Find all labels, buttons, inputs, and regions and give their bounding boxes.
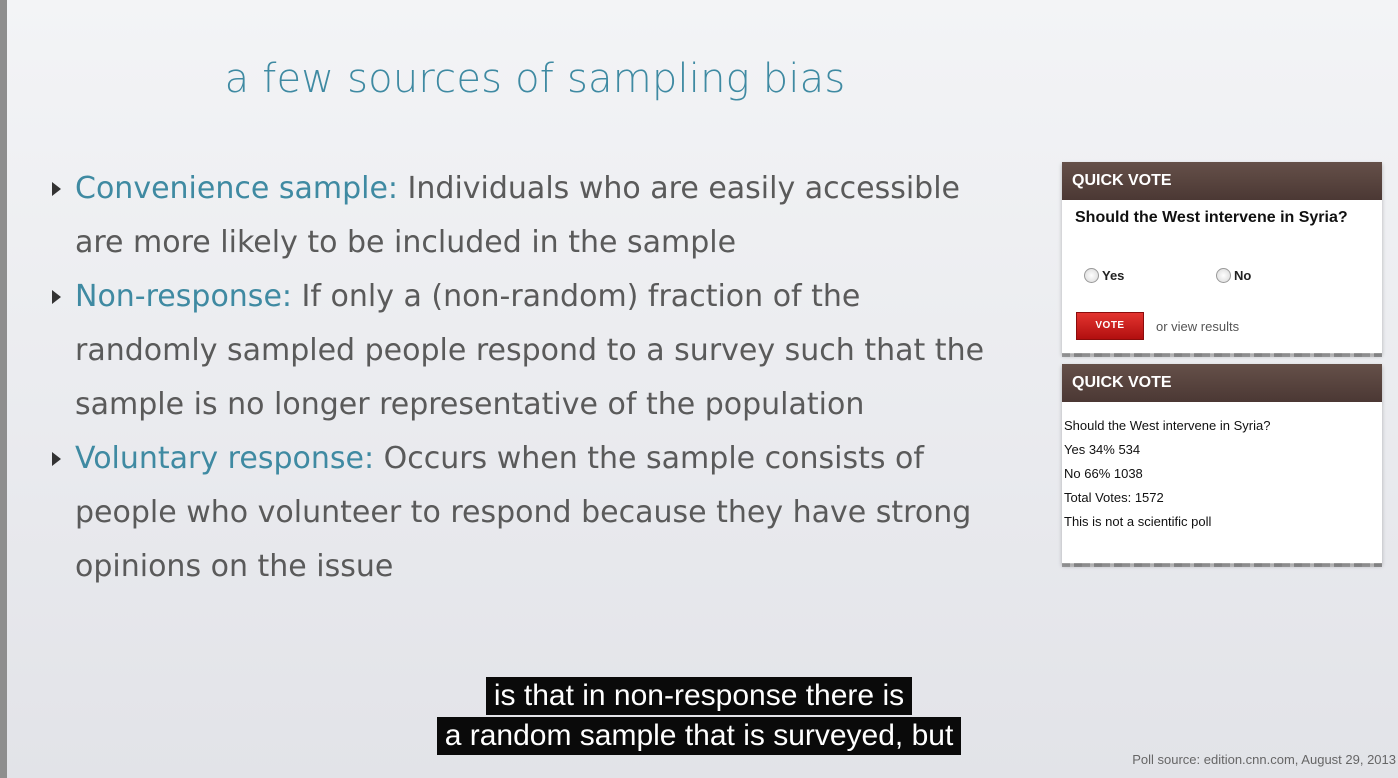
results-total: Total Votes: 1572 (1064, 490, 1164, 505)
slide-title: a few sources of sampling bias (224, 56, 846, 102)
results-question: Should the West intervene in Syria? (1064, 418, 1271, 433)
triangle-bullet-icon (52, 182, 61, 196)
triangle-bullet-icon (52, 452, 61, 466)
poll-results: Should the West intervene in Syria? Yes … (1062, 402, 1382, 534)
quick-vote-form: QUICK VOTE Should the West intervene in … (1062, 162, 1382, 357)
vote-button[interactable]: VOTE (1076, 312, 1144, 340)
caption-line-1: is that in non-response there is (485, 677, 913, 715)
torn-edge (1062, 563, 1382, 567)
triangle-bullet-icon (52, 290, 61, 304)
bullet-text: are more likely to be included in the sa… (75, 225, 737, 260)
bullet-term: Convenience sample: (75, 171, 399, 206)
quick-vote-header: QUICK VOTE (1062, 364, 1382, 402)
bullet-term: Voluntary response: (75, 441, 375, 476)
bullet-voluntary-response: Voluntary response: Occurs when the samp… (52, 432, 1042, 594)
results-no: No 66% 1038 (1064, 466, 1143, 481)
option-no-label: No (1234, 268, 1252, 283)
quick-vote-results: QUICK VOTE Should the West intervene in … (1062, 364, 1382, 567)
bullet-text: Occurs when the sample consists of (374, 441, 924, 476)
option-yes-label: Yes (1102, 268, 1125, 283)
bullet-list: Convenience sample: Individuals who are … (52, 162, 1042, 594)
bullet-text: sample is no longer representative of th… (75, 387, 865, 422)
video-captions: is that in non-response there is a rando… (0, 675, 1398, 755)
poll-source: Poll source: edition.cnn.com, August 29,… (1132, 752, 1396, 767)
results-yes: Yes 34% 534 (1064, 442, 1141, 457)
bullet-convenience: Convenience sample: Individuals who are … (52, 162, 1042, 270)
poll-question: Should the West intervene in Syria? (1075, 209, 1348, 226)
option-no[interactable]: No (1216, 268, 1251, 283)
bullet-text: randomly sampled people respond to a sur… (75, 333, 985, 368)
bullet-text: opinions on the issue (75, 549, 394, 584)
caption-line-2: a random sample that is surveyed, but (436, 717, 962, 755)
bullet-non-response: Non-response: If only a (non-random) fra… (52, 270, 1042, 432)
view-results-link[interactable]: or view results (1156, 319, 1240, 334)
bullet-text: If only a (non-random) fraction of the (292, 279, 861, 314)
bullet-term: Non-response: (75, 279, 293, 314)
torn-edge (1062, 353, 1382, 357)
bullet-text: Individuals who are easily accessible (398, 171, 961, 206)
bullet-text: people who volunteer to respond because … (75, 495, 972, 530)
frame-edge (0, 0, 7, 778)
quick-vote-header: QUICK VOTE (1062, 162, 1382, 200)
radio-circle-icon[interactable] (1084, 268, 1099, 283)
option-yes[interactable]: Yes (1084, 268, 1124, 283)
results-disclaimer: This is not a scientific poll (1064, 514, 1212, 529)
radio-circle-icon[interactable] (1216, 268, 1231, 283)
